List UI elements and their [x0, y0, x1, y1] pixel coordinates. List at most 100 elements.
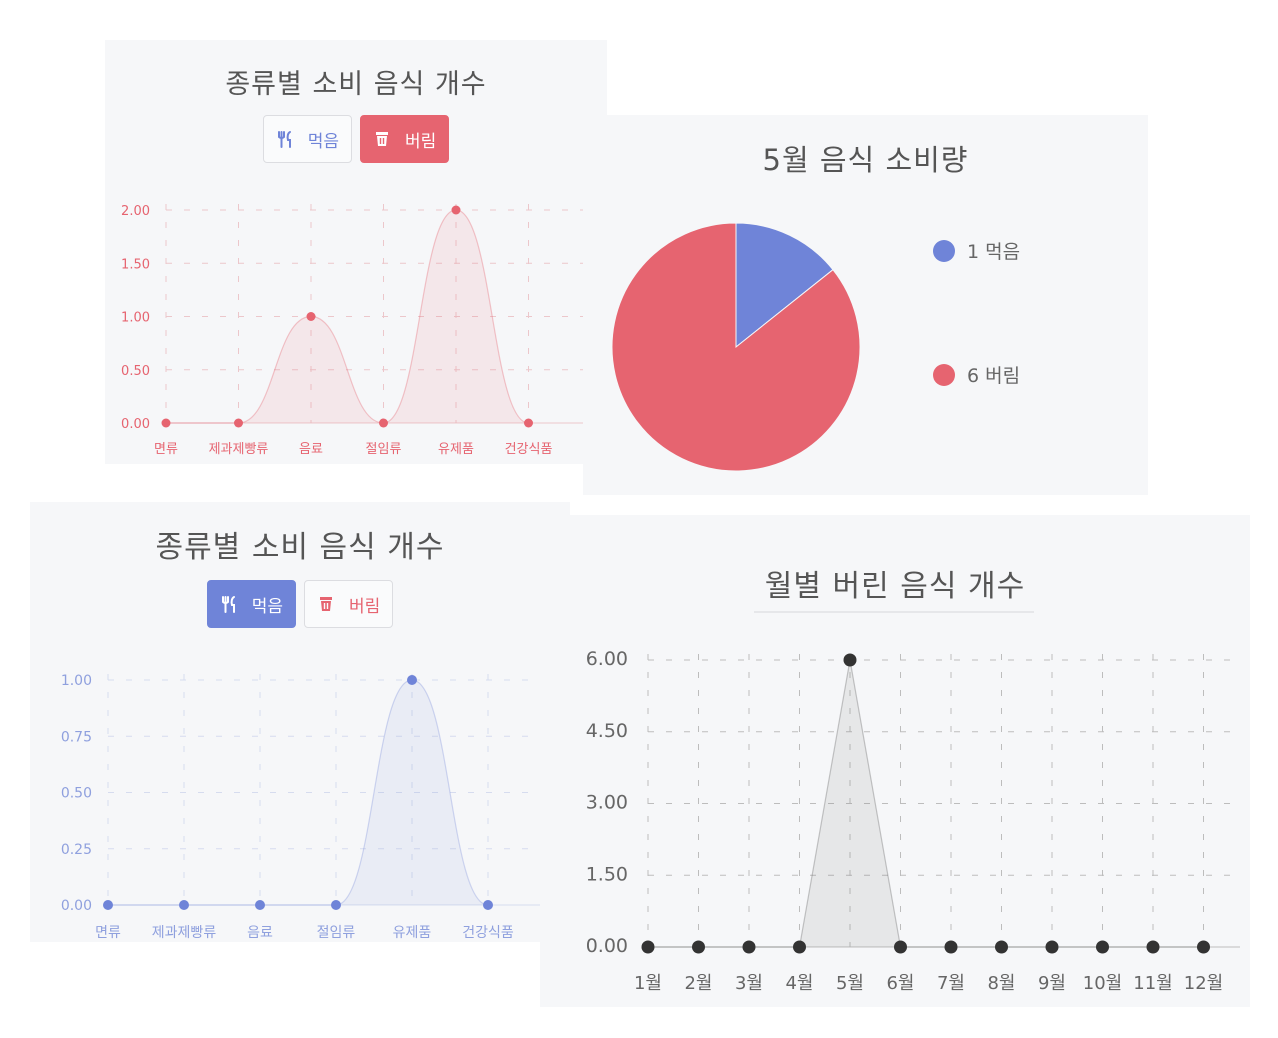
x-tick-label: 면류 [154, 442, 178, 457]
legend-item-eat[interactable]: 1 먹음 [933, 237, 1020, 264]
y-tick-label: 6.00 [586, 648, 628, 670]
data-point [255, 900, 265, 910]
category-chart-panel-eat: 종류별 소비 음식 개수 먹음 버림 0.00 0.25 0.50 0.75 1.00 면… [30, 502, 570, 942]
x-tick-label: 12월 [1184, 973, 1223, 994]
data-point [331, 900, 341, 910]
x-tick-label: 유제품 [438, 442, 474, 457]
legend-swatch-eat [933, 239, 955, 262]
fork-knife-icon [276, 130, 294, 148]
data-point [1045, 940, 1059, 954]
data-point [379, 418, 388, 428]
x-tick-label: 제과제빵류 [152, 925, 217, 941]
category-chart-panel-waste: 종류별 소비 음식 개수 먹음 버림 0.00 0.50 1.00 1.50 2.00 면… [105, 40, 607, 464]
legend-label-eat: 1 먹음 [967, 241, 1021, 263]
y-tick-label: 2.00 [121, 204, 150, 219]
x-tick-label: 면류 [95, 925, 121, 941]
x-tick-label: 8월 [987, 973, 1015, 994]
x-tick-label: 7월 [937, 973, 965, 994]
data-point [692, 940, 705, 954]
fork-knife-icon [220, 595, 238, 613]
data-point [483, 900, 493, 910]
data-point [179, 900, 189, 910]
y-tick-label: 4.50 [586, 720, 628, 742]
monthly-waste-panel: 월별 버린 음식 개수 0.00 1.50 3.00 4.50 6.00 1월 2월 3월 4월… [540, 515, 1250, 1007]
legend-item-waste[interactable]: 6 버림 [933, 361, 1020, 388]
data-point [995, 940, 1008, 954]
y-tick-label: 0.00 [61, 898, 92, 914]
y-tick-label: 0.50 [121, 364, 150, 379]
data-point [944, 940, 958, 954]
x-tick-label: 절임류 [317, 925, 356, 941]
waste-label: 버림 [349, 596, 381, 617]
data-point [1197, 940, 1210, 954]
toggle-group: 먹음 버림 [30, 580, 570, 628]
x-tick-label: 5월 [836, 973, 864, 994]
x-tick-label: 절임류 [366, 442, 402, 457]
data-point [306, 312, 316, 321]
y-tick-label: 1.50 [121, 257, 150, 272]
eat-label: 먹음 [251, 596, 283, 617]
chart-title: 5월 음식 소비량 [762, 143, 969, 177]
y-tick-label: 0.00 [121, 417, 150, 432]
x-tick-label: 6월 [886, 973, 914, 994]
data-point [641, 940, 655, 954]
waste-toggle-button[interactable]: 버림 [304, 580, 394, 628]
y-tick-label: 0.75 [61, 729, 92, 745]
data-point [103, 900, 113, 910]
toggle-group: 먹음 버림 [105, 115, 607, 163]
x-tick-label: 9월 [1038, 973, 1066, 994]
x-tick-label: 음료 [299, 442, 323, 457]
x-tick-label: 건강식품 [462, 925, 514, 941]
trash-icon [317, 595, 335, 613]
series-area [108, 680, 488, 905]
pie-slice-waste [611, 222, 861, 472]
series-line [648, 659, 1204, 948]
y-tick-label: 1.00 [121, 311, 150, 326]
may-pie-panel: 5월 음식 소비량 1 먹음 6 버림 [583, 115, 1148, 495]
data-point [161, 418, 171, 428]
y-tick-label: 0.50 [61, 786, 92, 802]
x-tick-label: 건강식품 [505, 442, 553, 457]
x-tick-label: 3월 [735, 973, 763, 994]
data-point [843, 653, 857, 667]
waste-toggle-button[interactable]: 버림 [360, 115, 450, 163]
waste-category-area-chart: 0.00 0.50 1.00 1.50 2.00 면류 제과제빵류 음료 절임류 유제품 건강식품 [121, 204, 585, 457]
x-tick-label: 음료 [247, 925, 273, 941]
x-tick-label: 제과제빵류 [209, 442, 269, 457]
chart-title: 종류별 소비 음식 개수 [225, 69, 487, 100]
eat-toggle-button[interactable]: 먹음 [206, 580, 296, 628]
eat-toggle-button[interactable]: 먹음 [262, 115, 352, 163]
may-consumption-pie-chart [611, 222, 861, 472]
data-point [894, 940, 907, 954]
pie-slice-eat [735, 222, 834, 349]
x-tick-label: 11월 [1133, 973, 1172, 994]
chart-title: 월별 버린 음식 개수 [764, 569, 1026, 604]
legend-swatch-waste [933, 363, 955, 386]
waste-label: 버림 [405, 131, 437, 152]
x-tick-label: 2월 [684, 973, 712, 994]
monthly-waste-area-chart: 0.00 1.50 3.00 4.50 6.00 1월 2월 3월 4월 5월 6월 7월 8월 9월 10… [586, 648, 1240, 994]
data-point [1146, 940, 1160, 954]
y-tick-label: 3.00 [586, 792, 628, 814]
eat-category-area-chart: 0.00 0.25 0.50 0.75 1.00 면류 제과제빵류 음료 절임류 유제품 건강식품 [61, 673, 540, 941]
x-tick-label: 4월 [785, 973, 813, 994]
y-tick-label: 1.00 [61, 673, 92, 689]
eat-label: 먹음 [307, 131, 339, 152]
data-point [524, 418, 533, 428]
y-tick-label: 0.00 [586, 935, 628, 957]
x-tick-label: 유제품 [393, 925, 432, 941]
x-tick-label: 10월 [1083, 973, 1122, 994]
data-point [793, 940, 806, 954]
series-area [166, 210, 529, 423]
data-point [407, 675, 417, 685]
trash-icon [373, 130, 391, 148]
y-tick-label: 1.50 [586, 863, 628, 885]
data-point [1096, 940, 1109, 954]
data-point [742, 940, 756, 954]
title-divider [754, 611, 1034, 613]
legend-label-waste: 6 버림 [967, 365, 1021, 387]
y-tick-label: 0.25 [61, 842, 92, 858]
data-point [234, 418, 243, 428]
chart-title: 종류별 소비 음식 개수 [155, 530, 445, 565]
series-line [166, 209, 529, 424]
